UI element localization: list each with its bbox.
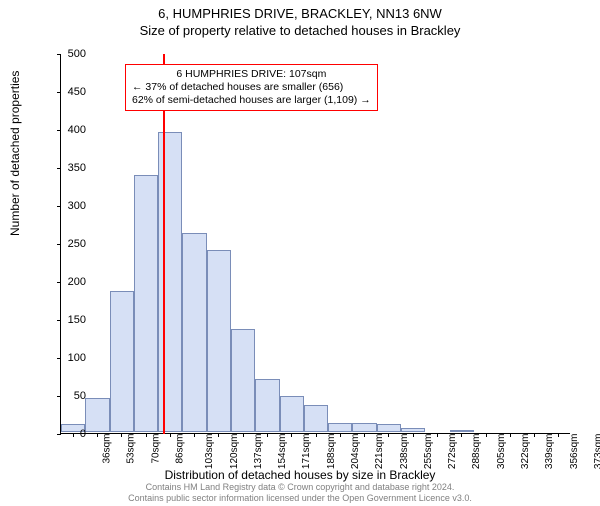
footer-line-1: Contains HM Land Registry data © Crown c…	[0, 482, 600, 493]
ytick-label: 250	[46, 238, 86, 250]
xtick-mark	[461, 433, 462, 437]
footer-attribution: Contains HM Land Registry data © Crown c…	[0, 482, 600, 504]
xtick-label: 238sqm	[399, 434, 410, 470]
histogram-bar	[328, 423, 352, 432]
histogram-bar	[450, 430, 474, 432]
xtick-mark	[243, 433, 244, 437]
title-line-2: Size of property relative to detached ho…	[0, 23, 600, 38]
histogram-bar	[85, 398, 109, 432]
xtick-label: 86sqm	[175, 434, 186, 464]
xtick-mark	[413, 433, 414, 437]
ytick-label: 0	[46, 428, 86, 440]
histogram-bar	[280, 396, 304, 432]
histogram-bar	[377, 424, 401, 432]
ytick-label: 400	[46, 124, 86, 136]
xtick-mark	[510, 433, 511, 437]
chart-area: 36sqm53sqm70sqm86sqm103sqm120sqm137sqm15…	[60, 54, 570, 434]
xtick-mark	[388, 433, 389, 437]
xtick-mark	[170, 433, 171, 437]
xtick-label: 36sqm	[102, 434, 113, 464]
histogram-bar	[401, 428, 425, 432]
xtick-label: 272sqm	[447, 434, 458, 470]
xtick-label: 188sqm	[326, 434, 337, 470]
annotation-line: 62% of semi-detached houses are larger (…	[132, 94, 371, 107]
xtick-label: 53sqm	[126, 434, 137, 464]
x-axis-label: Distribution of detached houses by size …	[0, 468, 600, 482]
title-line-1: 6, HUMPHRIES DRIVE, BRACKLEY, NN13 6NW	[0, 6, 600, 21]
ytick-label: 200	[46, 276, 86, 288]
histogram-bar	[255, 379, 279, 432]
histogram-bar	[352, 423, 376, 432]
xtick-mark	[437, 433, 438, 437]
xtick-label: 221sqm	[374, 434, 385, 470]
xtick-mark	[316, 433, 317, 437]
xtick-label: 356sqm	[569, 434, 580, 470]
xtick-mark	[364, 433, 365, 437]
ytick-label: 450	[46, 86, 86, 98]
xtick-mark	[121, 433, 122, 437]
annotation-line: 6 HUMPHRIES DRIVE: 107sqm	[132, 68, 371, 81]
xtick-label: 171sqm	[302, 434, 313, 470]
xtick-mark	[534, 433, 535, 437]
histogram-bar	[134, 175, 158, 432]
annotation-line: ← 37% of detached houses are smaller (65…	[132, 81, 371, 94]
footer-line-2: Contains public sector information licen…	[0, 493, 600, 504]
plot-area: 36sqm53sqm70sqm86sqm103sqm120sqm137sqm15…	[60, 54, 570, 434]
xtick-mark	[267, 433, 268, 437]
histogram-bar	[182, 233, 206, 432]
xtick-label: 70sqm	[150, 434, 161, 464]
histogram-bar	[304, 405, 328, 432]
xtick-mark	[340, 433, 341, 437]
histogram-bar	[207, 250, 231, 432]
xtick-label: 255sqm	[423, 434, 434, 470]
xtick-label: 322sqm	[520, 434, 531, 470]
xtick-label: 339sqm	[544, 434, 555, 470]
histogram-bar	[158, 132, 182, 432]
xtick-label: 103sqm	[204, 434, 215, 470]
xtick-label: 305sqm	[496, 434, 507, 470]
xtick-mark	[291, 433, 292, 437]
xtick-label: 137sqm	[253, 434, 264, 470]
ytick-label: 50	[46, 390, 86, 402]
xtick-mark	[194, 433, 195, 437]
annotation-box: 6 HUMPHRIES DRIVE: 107sqm← 37% of detach…	[125, 64, 378, 111]
xtick-mark	[97, 433, 98, 437]
xtick-label: 154sqm	[277, 434, 288, 470]
histogram-bar	[110, 291, 134, 432]
ytick-label: 100	[46, 352, 86, 364]
ytick-label: 350	[46, 162, 86, 174]
xtick-mark	[486, 433, 487, 437]
xtick-label: 120sqm	[229, 434, 240, 470]
histogram-bar	[231, 329, 255, 432]
xtick-mark	[146, 433, 147, 437]
xtick-mark	[558, 433, 559, 437]
xtick-label: 288sqm	[472, 434, 483, 470]
xtick-label: 204sqm	[350, 434, 361, 470]
y-axis-label: Number of detached properties	[8, 71, 22, 236]
xtick-label: 373sqm	[593, 434, 600, 470]
ytick-label: 500	[46, 48, 86, 60]
ytick-label: 300	[46, 200, 86, 212]
xtick-mark	[218, 433, 219, 437]
ytick-label: 150	[46, 314, 86, 326]
